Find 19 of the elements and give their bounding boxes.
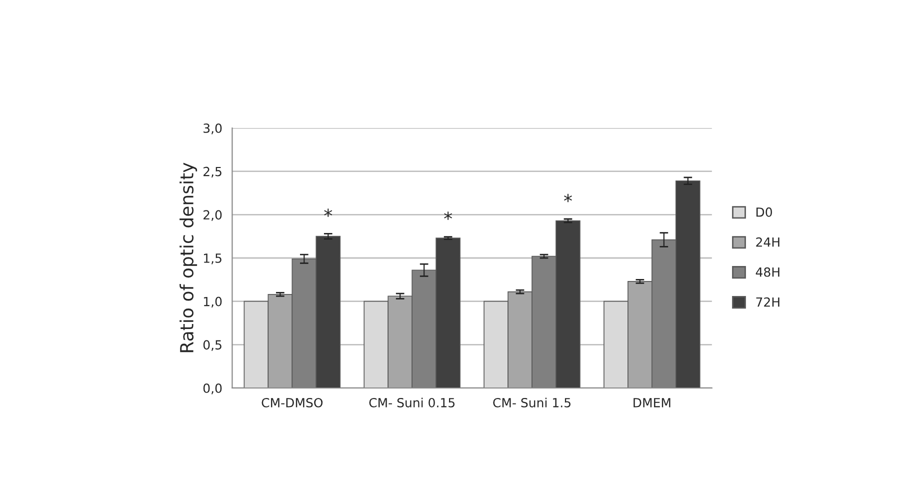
legend-label: 24H: [756, 237, 780, 247]
y-tick-label: 0,5: [203, 340, 222, 351]
y-tick-label: 3,0: [204, 123, 222, 134]
y-axis-title: Ratio of optic density: [180, 162, 198, 352]
annotation: *: [444, 212, 452, 220]
x-tick-label: DMEM: [634, 398, 670, 408]
x-tick-label: CM- Suni 0.15: [369, 398, 455, 408]
legend-label: D0: [756, 207, 772, 217]
x-tick-label: CM-DMSO: [262, 398, 323, 408]
x-tick-label: CM- Suni 1.5: [493, 398, 570, 408]
y-tick-label: 2,0: [204, 210, 222, 221]
y-tick-label: 1,0: [204, 296, 222, 308]
legend-label: 72H: [756, 297, 780, 307]
legend-label: 48H: [756, 267, 780, 277]
y-tick-label: 1,5: [204, 254, 222, 264]
annotation: *: [564, 194, 572, 202]
y-tick-label: 0,0: [203, 383, 222, 394]
annotation: *: [324, 208, 332, 217]
y-tick-label: 2,5: [204, 166, 222, 178]
